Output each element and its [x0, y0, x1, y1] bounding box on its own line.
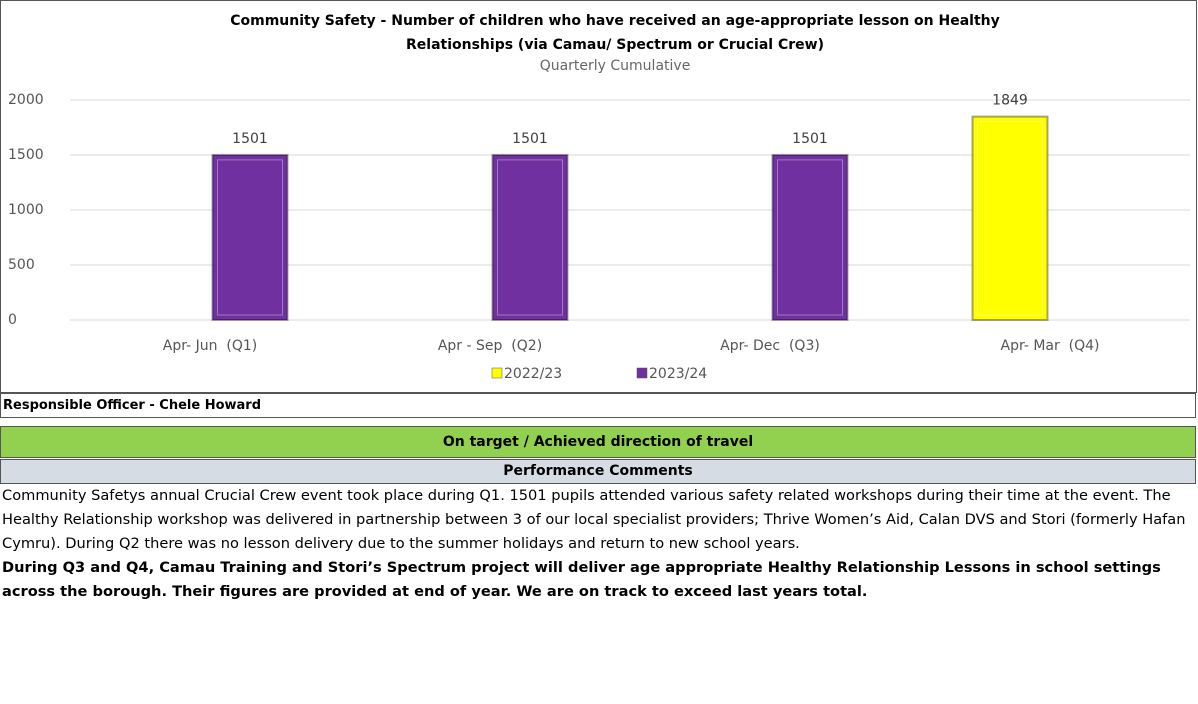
officer-row: Responsible Officer - Chele Howard — [0, 393, 1196, 418]
status: On target / Achieved direction of travel — [442, 434, 754, 450]
bar-bevel — [497, 159, 563, 316]
chart-subtitle: Quarterly Cumulative — [540, 58, 691, 74]
bar — [971, 115, 1049, 321]
y-tick-label: 0 — [8, 312, 17, 328]
data-label: 1501 — [232, 131, 268, 147]
bar — [491, 153, 569, 321]
x-tick-label: Apr- Dec (Q3) — [720, 338, 820, 354]
data-label: 1501 — [792, 131, 828, 147]
data-label: 1849 — [992, 93, 1028, 109]
y-tick-label: 1000 — [8, 202, 44, 218]
status-row: On target / Achieved direction of travel — [0, 426, 1196, 458]
comments-heading-row: Performance Comments — [0, 459, 1196, 484]
comments: Community Safetys annual Crucial Crew ev… — [2, 484, 1194, 604]
y-tick-label: 2000 — [8, 92, 44, 108]
bar — [211, 153, 289, 321]
comment: Community Safetys annual Crucial Crew ev… — [2, 487, 1186, 552]
officer: Responsible Officer - Chele Howard — [3, 398, 262, 413]
chart-title: Community Safety - Number of children wh… — [230, 13, 1000, 29]
legend-swatch — [636, 367, 648, 379]
legend-label: 2022/23 — [504, 366, 562, 382]
legend-swatch — [491, 367, 503, 379]
comments-heading: Performance Comments — [503, 463, 693, 479]
chart-title: Relationships (via Camau/ Spectrum or Cr… — [406, 37, 824, 53]
bar-bevel — [217, 159, 283, 316]
x-tick-label: Apr- Jun (Q1) — [163, 338, 257, 354]
x-tick-label: Apr - Sep (Q2) — [438, 338, 542, 354]
bar-bevel — [777, 159, 843, 316]
legend-label: 2023/24 — [649, 366, 707, 382]
comment: During Q3 and Q4, Camau Training and Sto… — [2, 559, 1161, 600]
chart: Community Safety - Number of children wh… — [0, 0, 1197, 393]
x-tick-label: Apr- Mar (Q4) — [1001, 338, 1100, 354]
data-label: 1501 — [512, 131, 548, 147]
y-tick-label: 1500 — [8, 147, 44, 163]
y-tick-label: 500 — [8, 257, 35, 273]
bar-bevel — [977, 121, 1043, 316]
bar — [771, 153, 849, 321]
